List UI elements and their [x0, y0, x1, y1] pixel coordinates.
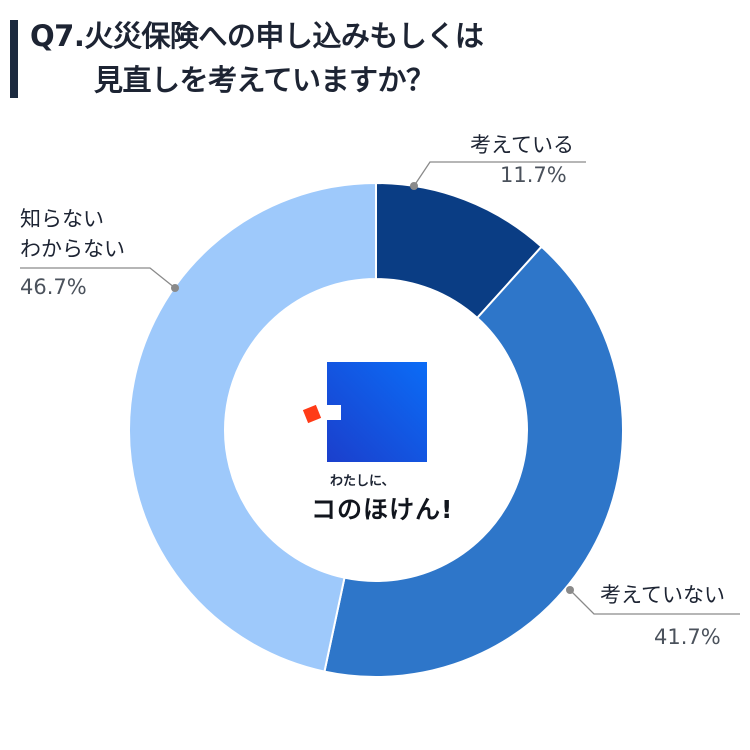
slice-unknown [128, 181, 377, 673]
label-unknown-name-2: わからない [20, 237, 125, 261]
label-not-considering: 考えていない 41.7% [600, 580, 725, 652]
leader-line-unknown [20, 267, 176, 289]
label-considering-name: 考えている [470, 133, 574, 157]
leader-dot-considering [410, 182, 418, 190]
title-line-2: 見直しを考えていますか？ [94, 63, 435, 97]
label-unknown-name-1: 知らない [20, 207, 104, 231]
leader-dot-unknown [171, 284, 179, 292]
title-line-1: Q7.火災保険への申し込みもしくは [30, 19, 484, 53]
slice-not-considering [323, 245, 624, 678]
logo-square [327, 362, 427, 462]
label-unknown-value: 46.7% [20, 275, 87, 299]
logo-tagline: わたしに、 [330, 474, 395, 489]
leader-line-not-considering [569, 589, 740, 615]
logo-name: コのほけん! [311, 495, 454, 524]
label-considering: 考えている 11.7% [470, 130, 574, 190]
logo-red-diamond [302, 404, 322, 424]
leader-dot-not-considering [566, 586, 574, 594]
label-considering-value: 11.7% [500, 163, 567, 187]
page-title: Q7.火災保険への申し込みもしくは 見直しを考えていますか？ [30, 14, 484, 102]
label-unknown: 知らない わからない 46.7% [20, 204, 125, 302]
leader-line-considering [413, 161, 586, 187]
logo-white-bar [314, 405, 341, 420]
label-not-considering-value: 41.7% [654, 625, 721, 649]
title-accent-bar [10, 20, 18, 98]
label-not-considering-name: 考えていない [600, 583, 725, 607]
